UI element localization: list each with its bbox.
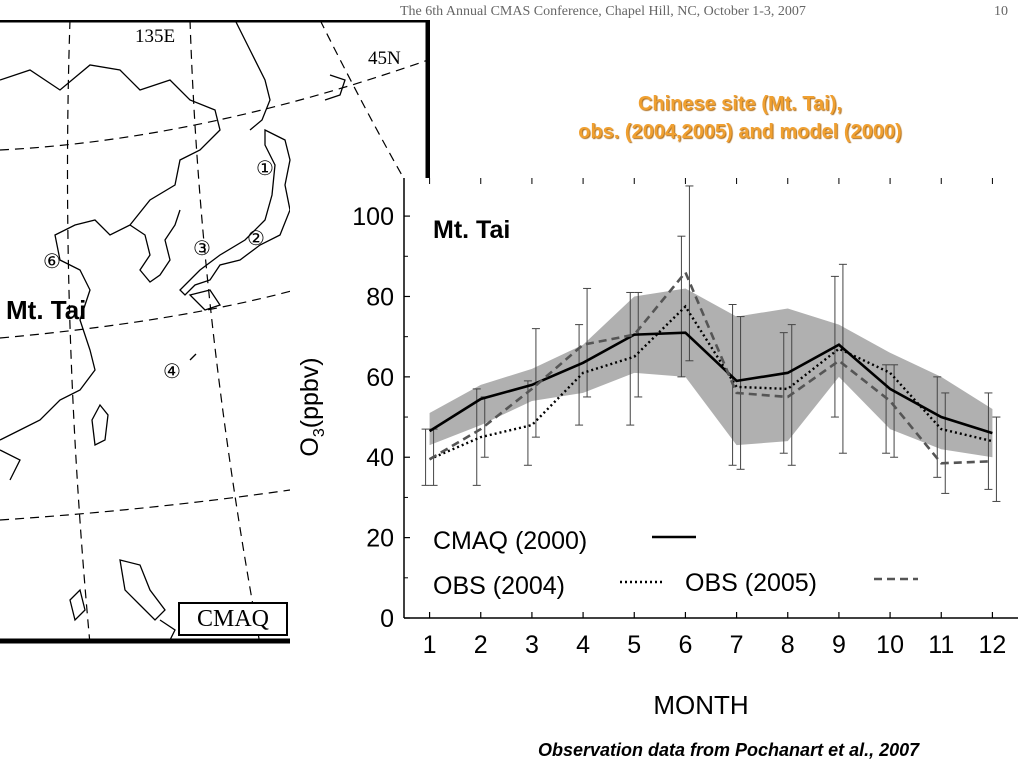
legend-label-obs2004: OBS (2004) [433, 572, 565, 600]
site-marker-1: ① [256, 158, 274, 180]
legend-label-cmaq: CMAQ (2000) [433, 527, 587, 555]
map-panel: 135E 45N ① ② ③ ④ ⑥ Mt. Tai CMAQ [0, 20, 430, 644]
y-tick-label: 60 [366, 364, 394, 392]
conference-header: The 6th Annual CMAS Conference, Chapel H… [400, 4, 806, 19]
x-tick-label: 1 [423, 631, 437, 659]
site-marker-2: ② [247, 228, 265, 250]
y-tick-label: 40 [366, 444, 394, 472]
site-marker-4: ④ [163, 361, 181, 383]
footer-citation: Observation data from Pochanart et al., … [538, 740, 920, 760]
page-number: 10 [994, 4, 1008, 19]
ozone-chart-panel: 0 20 40 60 80 100 1 2 3 4 5 6 7 8 9 10 11 12 Mt. Tai O3(ppb… [290, 178, 1024, 718]
series-line-dashed [428, 269, 993, 465]
legend-label-obs2005: OBS (2005) [685, 569, 817, 597]
y-tick-label: 20 [366, 525, 394, 553]
y-axis-label: O3(ppbv) [296, 357, 328, 456]
chart-title: Mt. Tai [433, 216, 510, 244]
map-coastlines [0, 20, 346, 641]
x-tick-label: 11 [928, 631, 954, 659]
east-asia-map [0, 20, 430, 644]
x-tick-label: 2 [474, 631, 488, 659]
map-island-mark [189, 353, 197, 361]
x-tick-label: 8 [781, 631, 795, 659]
x-tick-label: 9 [832, 631, 846, 659]
x-axis-label: MONTH [653, 690, 748, 718]
x-tick-label: 4 [576, 631, 590, 659]
y-tick-label: 0 [380, 605, 394, 633]
latitude-label: 45N [368, 48, 401, 69]
site-marker-3: ③ [193, 238, 211, 260]
x-tick-label: 5 [627, 631, 641, 659]
x-tick-label: 6 [678, 631, 692, 659]
slide-title: Chinese site (Mt. Tai), obs. (2004,2005)… [490, 90, 990, 146]
mt-tai-map-label: Mt. Tai [6, 295, 87, 325]
series-line-solid [428, 331, 993, 435]
cmaq-label-box: CMAQ [178, 602, 288, 636]
x-tick-label: 12 [979, 631, 1007, 659]
longitude-label: 135E [135, 26, 176, 47]
y-tick-label: 80 [366, 283, 394, 311]
x-tick-label: 7 [730, 631, 744, 659]
slide-title-line1: Chinese site (Mt. Tai), [637, 93, 843, 115]
x-tick-label: 10 [876, 631, 904, 659]
site-marker-6: ⑥ [43, 251, 61, 273]
y-tick-label: 100 [352, 203, 394, 231]
model-range-band [429, 288, 993, 458]
slide-title-line2: obs. (2004,2005) and model (2000) [578, 121, 902, 143]
x-tick-label: 3 [525, 631, 539, 659]
